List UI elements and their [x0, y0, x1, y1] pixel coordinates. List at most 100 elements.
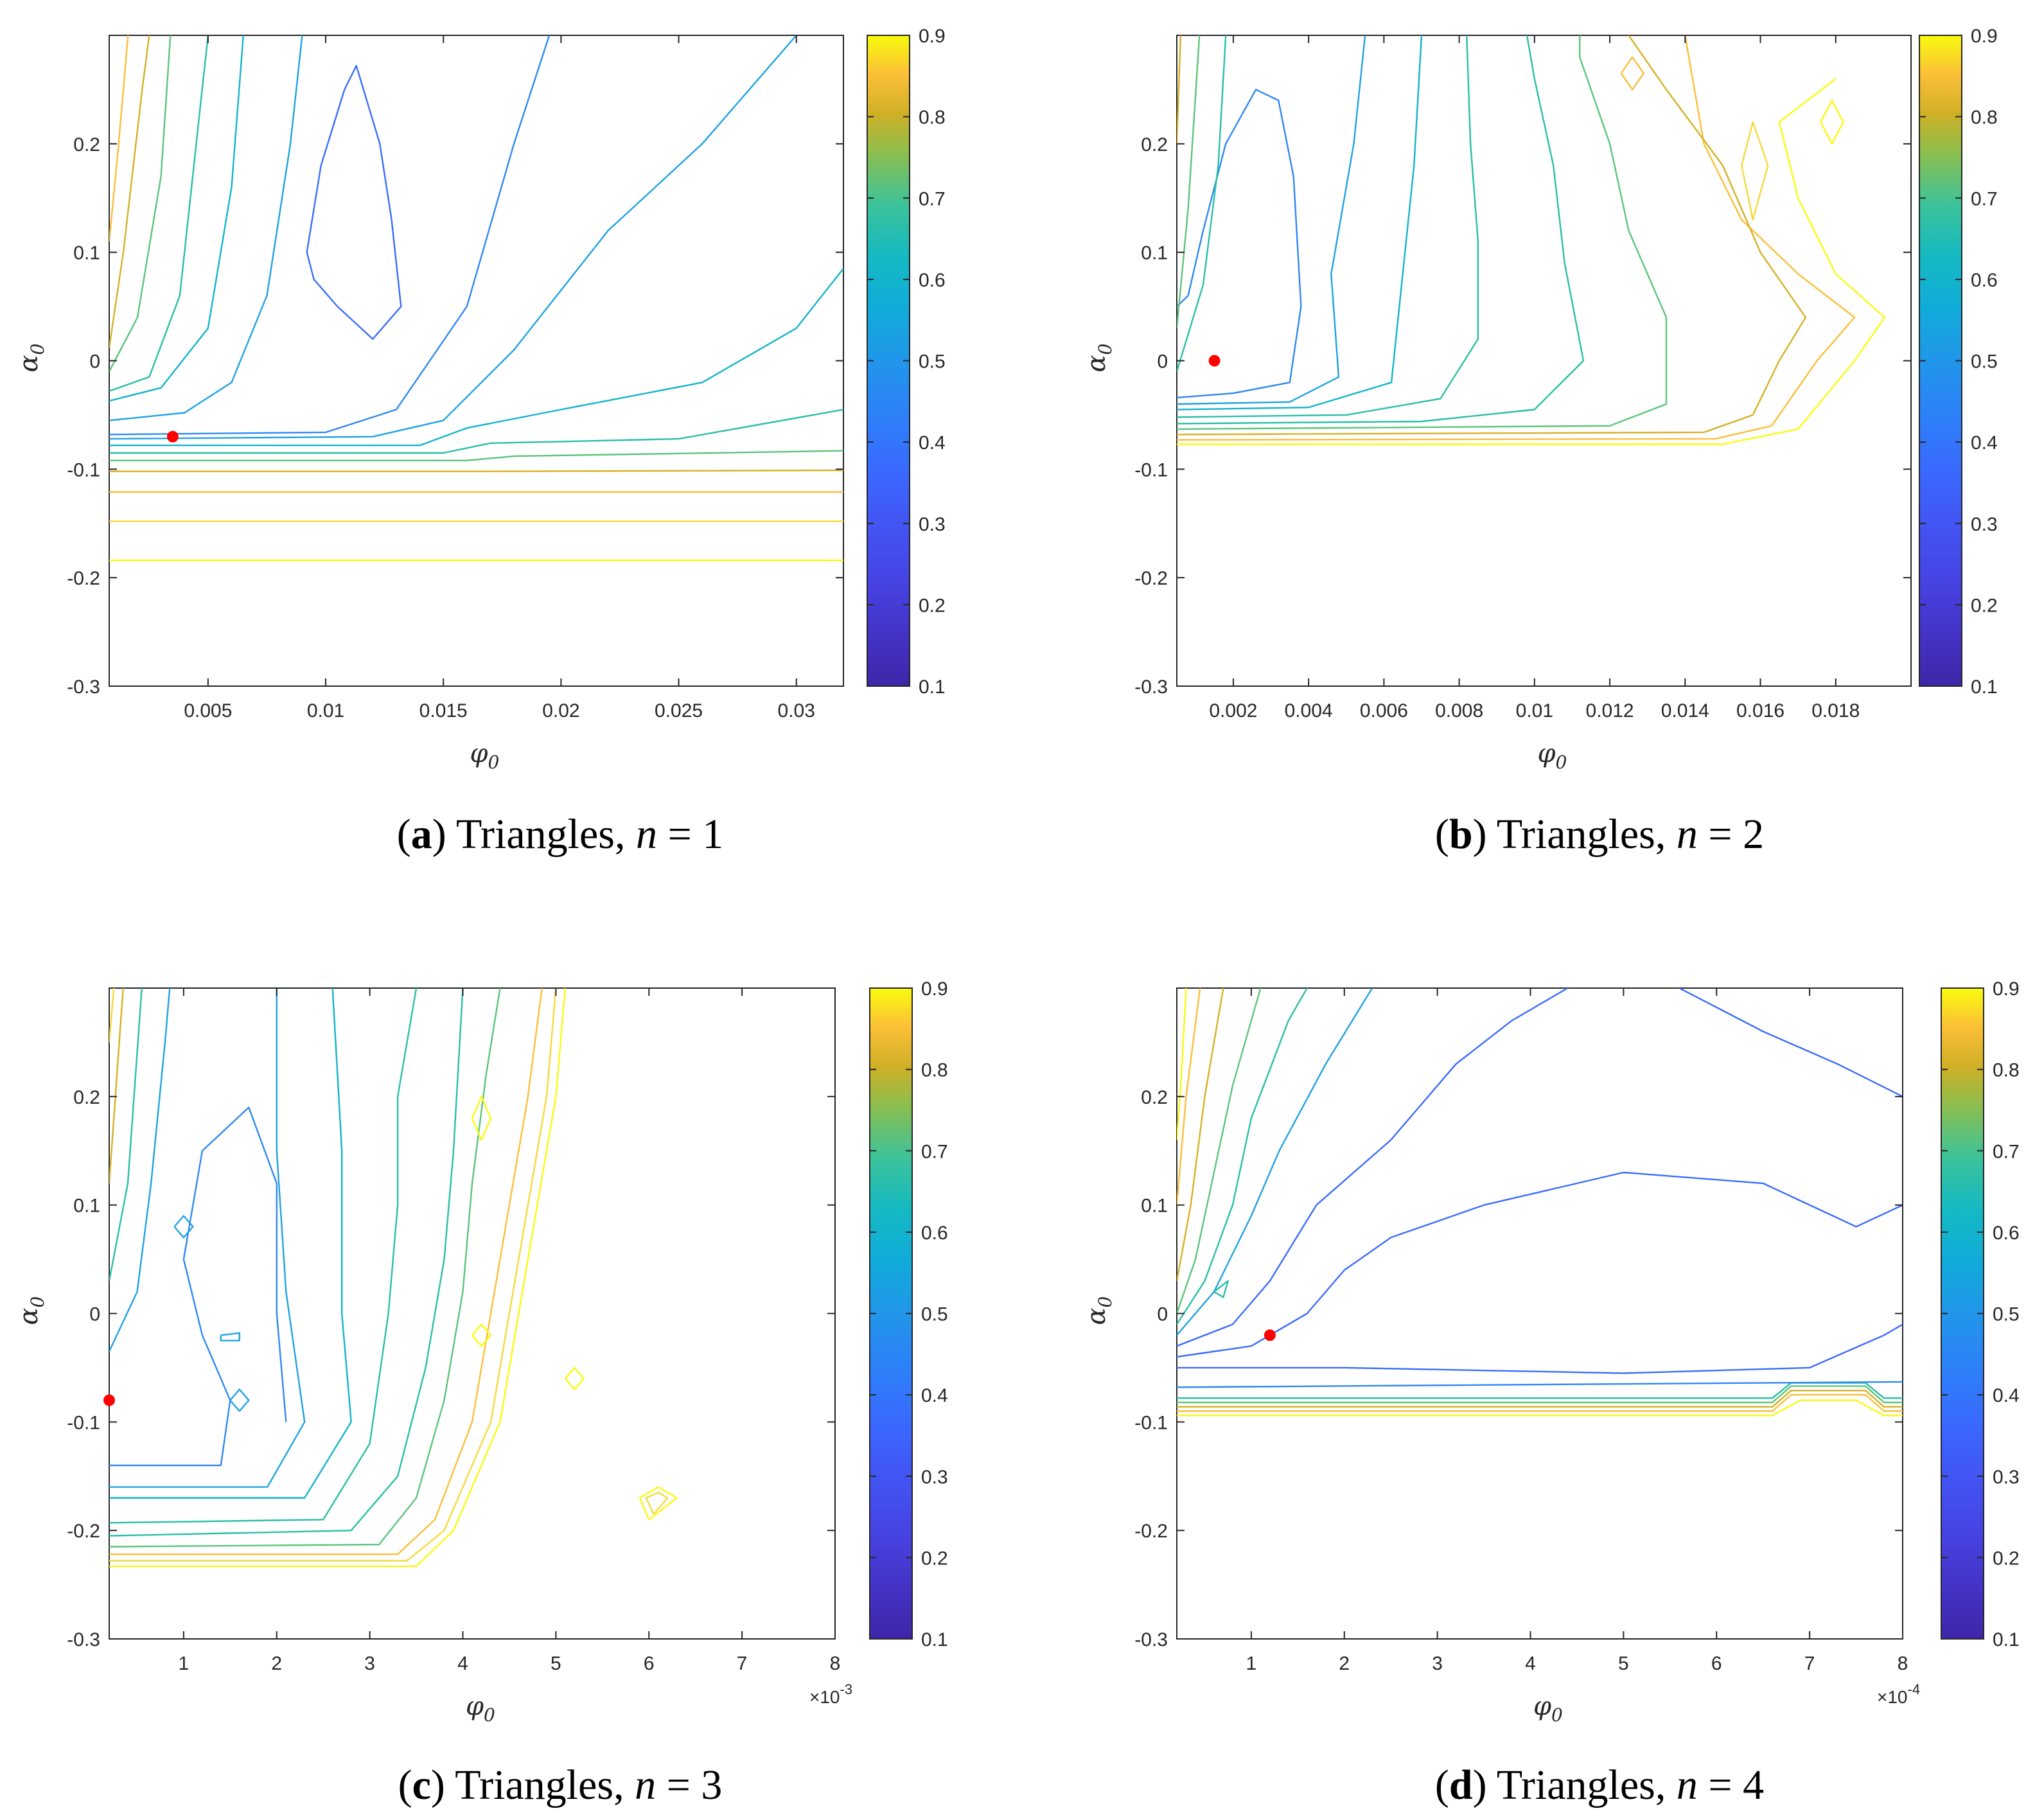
y-tick-label: 0.1	[73, 243, 100, 264]
colorbar-tick-label: 0.8	[919, 107, 946, 128]
x-tick-label: 3	[1432, 1653, 1443, 1674]
contour-line	[1177, 35, 1201, 329]
colorbar-tick-label: 0.5	[919, 351, 946, 373]
contour-line	[1177, 35, 1182, 144]
colorbar-tick-label: 0.2	[921, 1548, 948, 1569]
y-tick-label: 0	[1157, 351, 1168, 373]
contour-line	[109, 35, 797, 440]
y-tick-label: -0.2	[1134, 1521, 1168, 1542]
contour-line	[109, 988, 464, 1537]
x-tick-label: 0.004	[1285, 700, 1333, 721]
contour-line	[220, 1332, 240, 1341]
contour-line	[1213, 1280, 1229, 1298]
contour-line	[1741, 121, 1769, 221]
colorbar-tick-label: 0.2	[1993, 1548, 2020, 1569]
x-tick-label: 1	[1246, 1653, 1257, 1674]
x-tick-label: 0.01	[307, 700, 344, 721]
optimum-marker	[103, 1394, 115, 1406]
y-axis-label: α0	[1082, 344, 1116, 373]
x-exponent: ×10-4	[1877, 1681, 1920, 1707]
colorbar-tick-label: 0.8	[1993, 1060, 2020, 1081]
plot-area	[109, 987, 836, 1640]
contour-line	[109, 988, 567, 1568]
colorbar-tick-label: 0.9	[919, 26, 946, 47]
x-tick-label: 5	[1618, 1653, 1629, 1674]
contour-line	[1177, 988, 1373, 1336]
contour-line	[1177, 35, 1479, 418]
contour-line	[1177, 988, 1262, 1314]
y-axis-label-sub: 0	[27, 344, 48, 355]
y-tick-label: -0.3	[67, 1629, 100, 1650]
contour-line	[109, 469, 843, 472]
contour-line	[109, 450, 843, 461]
contour-line	[1177, 988, 1201, 1205]
contour-line	[109, 988, 306, 1488]
x-axis-label: φ0	[470, 739, 500, 773]
colorbar-tick-label: 0.7	[921, 1141, 948, 1162]
y-tick-label: 0.2	[1141, 134, 1168, 155]
x-axis-label-sub: 0	[484, 1704, 495, 1726]
colorbar-tick-label: 0.1	[919, 677, 946, 698]
colorbar-tick-label: 0.9	[1971, 26, 1998, 47]
optimum-marker	[1208, 355, 1220, 367]
y-axis-label-sub: 0	[1095, 344, 1116, 355]
x-tick-label: 0.015	[419, 700, 468, 721]
colorbar-tick-label: 0.5	[1971, 351, 1998, 373]
x-tick-label: 1	[179, 1653, 189, 1674]
colorbar-tick-label: 0.3	[1993, 1467, 2020, 1488]
x-tick-label: 2	[1339, 1653, 1350, 1674]
colorbar-tick-label: 0.6	[919, 270, 946, 291]
contour-line	[109, 988, 352, 1499]
y-axis-label-sub: 0	[27, 1296, 48, 1308]
y-tick-label: 0.1	[1141, 243, 1168, 264]
contour-line	[1177, 1381, 1903, 1388]
x-tick-label: 0.014	[1661, 700, 1709, 721]
contour-line	[109, 988, 115, 1043]
y-tick-label: -0.1	[1134, 459, 1168, 481]
y-tick-label: 0.2	[73, 1087, 100, 1108]
y-tick-label: -0.3	[1134, 1629, 1168, 1650]
contour-line	[1177, 988, 1308, 1325]
x-tick-label: 0.012	[1586, 700, 1634, 721]
panel-c: 1 2 3 4 5 6 7 8 -0.3 -0.2 -0.1 0 0.1 0.2 φ0 α0 ×10-3 0.1 0…	[14, 978, 948, 1809]
colorbar-tick-label: 0.7	[1971, 188, 1998, 209]
y-tick-label: 0.2	[73, 134, 100, 155]
x-tick-label: 6	[644, 1653, 655, 1674]
x-tick-label: 6	[1711, 1653, 1722, 1674]
x-axis-label: φ0	[1538, 739, 1567, 773]
contour-line	[109, 268, 843, 447]
y-tick-label: 0.1	[1141, 1196, 1168, 1217]
x-tick-label: 5	[551, 1653, 561, 1674]
x-tick-label: 0.02	[542, 700, 579, 721]
contour-line	[1177, 988, 1224, 1282]
y-tick-label: -0.3	[1134, 677, 1168, 698]
x-axis-label-sub: 0	[1551, 1704, 1563, 1726]
colorbar-tick-label: 0.5	[921, 1304, 948, 1325]
colorbar-tick-label: 0.4	[1971, 432, 1998, 454]
contour-lines	[1177, 35, 1886, 445]
x-tick-label: 0.002	[1209, 700, 1257, 721]
x-axis-label-sub: 0	[1556, 752, 1567, 773]
contour-line	[1177, 35, 1668, 430]
panel-caption: (a) Triangles, n = 1	[397, 811, 723, 858]
colorbar-tick-label: 0.1	[1971, 677, 1998, 698]
contour-line	[109, 35, 551, 436]
colorbar-tick-label: 0.9	[1993, 978, 2020, 1000]
contour-line	[1177, 1399, 1903, 1417]
x-tick-label: 8	[830, 1653, 841, 1674]
x-tick-label: 0.006	[1360, 700, 1408, 721]
y-tick-label: -0.1	[67, 1412, 100, 1433]
contour-line	[1177, 1323, 1903, 1374]
contour-line	[1177, 78, 1886, 445]
y-tick-label: -0.1	[67, 459, 100, 481]
x-tick-label: 2	[271, 1653, 282, 1674]
y-axis-label: α0	[1082, 1296, 1116, 1325]
panel-a: 0.005 0.01 0.015 0.02 0.025 0.03 -0.3 -0.2 -0.1 0…	[14, 26, 946, 858]
x-tick-label: 0.005	[184, 700, 232, 721]
y-axis-label-sub: 0	[1095, 1296, 1116, 1308]
x-tick-label: 7	[1804, 1653, 1815, 1674]
contour-line	[109, 409, 843, 454]
contour-line	[109, 988, 418, 1524]
panel-caption: (c) Triangles, n = 3	[398, 1762, 723, 1809]
x-tick-label: 7	[737, 1653, 748, 1674]
